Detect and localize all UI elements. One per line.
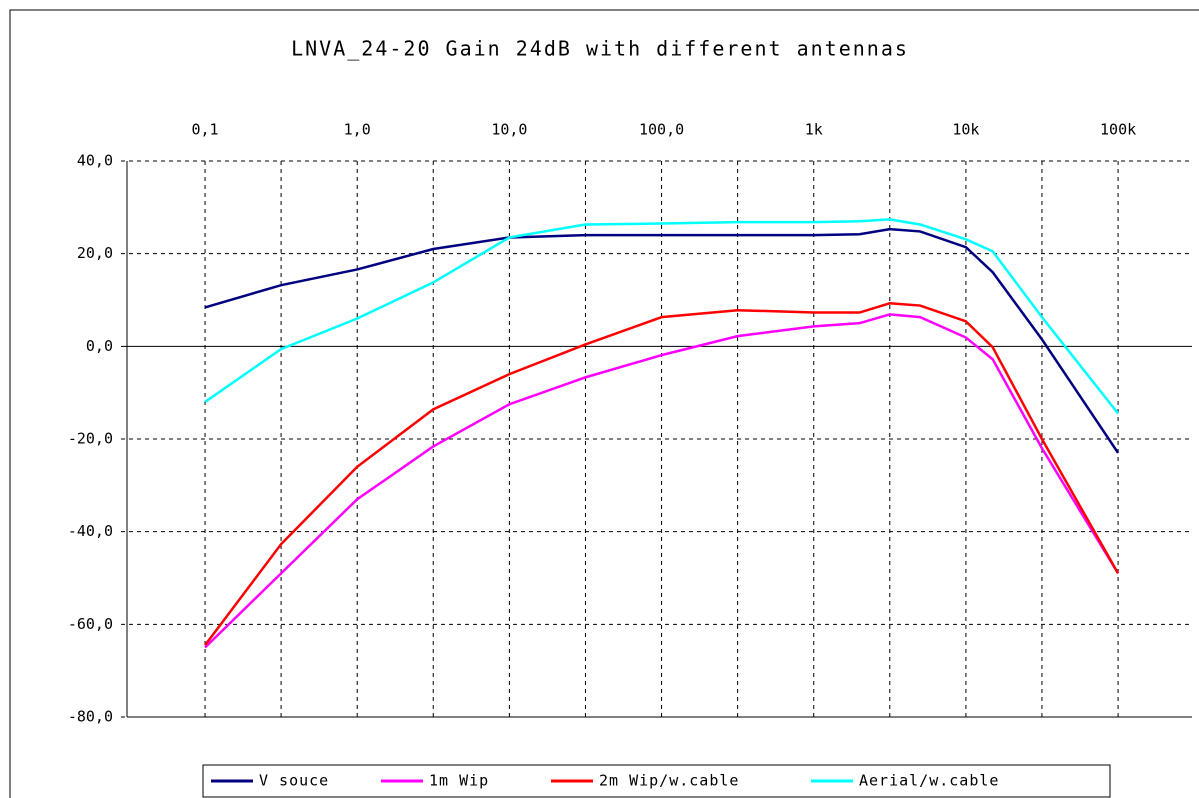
y-tick-label: -40,0 <box>68 522 113 540</box>
y-tick-label: -20,0 <box>68 430 113 448</box>
x-tick-label: 1,0 <box>344 121 371 139</box>
x-tick-label: 0,1 <box>191 121 218 139</box>
y-tick-label: 20,0 <box>77 244 113 262</box>
x-tick-label: 1k <box>805 121 823 139</box>
chart-title: LNVA_24-20 Gain 24dB with different ante… <box>291 37 909 61</box>
y-tick-label: 40,0 <box>77 152 113 170</box>
legend-label: 2m Wip/w.cable <box>599 772 739 790</box>
series-line <box>204 313 1120 649</box>
legend-box <box>202 764 1111 798</box>
frame <box>9 9 1199 798</box>
series-line <box>204 301 1120 646</box>
legend-label: V souce <box>259 772 329 790</box>
y-tick-label: -80,0 <box>68 708 113 726</box>
x-tick-label: 100k <box>1100 121 1136 139</box>
legend-label: Aerial/w.cable <box>859 772 999 790</box>
x-tick-label: 10k <box>952 121 979 139</box>
series-line <box>204 218 1120 415</box>
x-tick-label: 100,0 <box>639 121 684 139</box>
y-tick-label: 0,0 <box>86 337 113 355</box>
legend-label: 1m Wip <box>429 772 489 790</box>
y-tick-label: -60,0 <box>68 615 113 633</box>
series-line <box>204 227 1120 454</box>
x-tick-label: 10,0 <box>491 121 527 139</box>
